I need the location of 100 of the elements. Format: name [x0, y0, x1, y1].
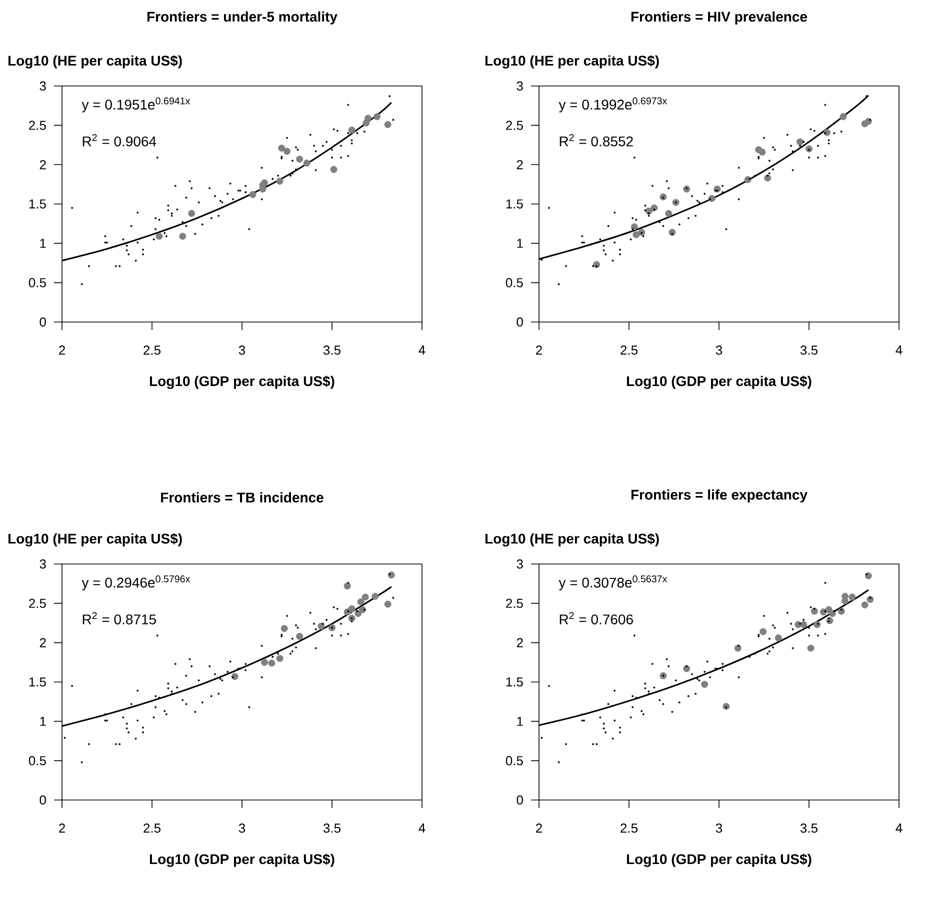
y-tick-label: 0.5: [28, 278, 46, 288]
annotation: y = 0.2946e$^{0.5796x}$: [82, 575, 190, 590]
chart-title: Frontiers = life expectancy: [631, 489, 808, 502]
x-tick-label: 2: [59, 346, 65, 355]
point: [261, 179, 268, 186]
point: [374, 113, 380, 120]
point: [848, 594, 856, 601]
point: [268, 660, 276, 667]
y-axis-title: Log10 (HE per capita US$): [8, 533, 182, 546]
y-tick-label: 1: [517, 238, 523, 248]
y-axis-title: Log10 (HE per capita US$): [485, 533, 659, 546]
point: [796, 138, 804, 146]
x-tick-label: 2.5: [620, 824, 638, 833]
y-axis-title: Log10 (HE per capita US$): [8, 55, 182, 68]
point: [348, 605, 356, 612]
point: [807, 644, 814, 652]
y-tick-label: 3: [516, 81, 523, 91]
y-tick-label: 1: [40, 716, 46, 726]
x-axis-title: Log10 (GDP per capita US$): [150, 376, 334, 389]
annotation: R$^{2}$ = 0.8715: [82, 612, 156, 624]
y-tick-label: 1.5: [29, 677, 46, 687]
point: [276, 654, 284, 662]
point: [280, 625, 288, 632]
y-tick-label: 1.5: [506, 677, 523, 687]
y-tick-label: 2.5: [29, 598, 46, 608]
x-tick-label: 3.5: [323, 824, 340, 833]
chart-title: Frontiers = under-5 mortality: [147, 11, 338, 24]
x-axis-title: Log10 (GDP per capita US$): [626, 854, 812, 867]
y-tick-label: 1.5: [506, 199, 523, 209]
point: [630, 223, 638, 230]
point: [774, 634, 782, 642]
y-tick-label: 2: [40, 160, 46, 170]
point: [701, 680, 708, 688]
point: [764, 174, 772, 182]
y-tick-label: 2: [516, 638, 523, 648]
point: [179, 232, 186, 240]
x-tick-label: 3: [238, 824, 246, 833]
point: [864, 572, 872, 580]
chart-title: Frontiers = HIV prevalence: [631, 11, 808, 24]
point: [357, 598, 364, 606]
y-tick-label: 3: [40, 81, 46, 91]
y-tick-label: 2: [516, 160, 523, 170]
annotation: y = 0.3078e$^{0.5637x}$: [558, 575, 668, 590]
point: [188, 210, 196, 217]
x-tick-label: 2: [536, 824, 542, 833]
annotation: R$^{2}$ = 0.8552: [560, 134, 633, 146]
point: [303, 160, 310, 167]
y-tick-label: 0: [516, 317, 523, 327]
point: [861, 601, 868, 608]
point: [284, 148, 290, 155]
point: [632, 231, 640, 238]
x-tick-label: 3: [716, 824, 722, 833]
annotation: y = 0.1951e$^{0.6941x}$: [82, 97, 190, 112]
point: [384, 121, 392, 128]
point: [296, 156, 304, 163]
point: [348, 126, 356, 134]
point: [828, 610, 836, 618]
point: [665, 210, 672, 217]
point: [760, 628, 767, 636]
x-tick-label: 3: [238, 346, 246, 355]
y-tick-label: 1: [517, 716, 523, 726]
point: [330, 166, 338, 173]
x-tick-label: 2.5: [620, 346, 638, 355]
y-tick-label: 2.5: [506, 120, 523, 130]
x-tick-label: 3.5: [800, 824, 818, 833]
point: [278, 144, 286, 152]
annotation: y = 0.1992e$^{0.6973x}$: [558, 97, 668, 112]
y-tick-label: 2: [40, 638, 46, 648]
point: [364, 114, 372, 122]
y-tick-label: 1: [40, 238, 46, 248]
x-axis-title: Log10 (GDP per capita US$): [150, 854, 334, 867]
point: [261, 658, 268, 666]
x-tick-label: 2: [536, 346, 542, 355]
point: [276, 178, 284, 185]
x-tick-label: 4: [896, 824, 902, 832]
y-axis-title: Log10 (HE per capita US$): [485, 55, 659, 68]
point: [156, 232, 163, 240]
y-tick-label: 0.5: [506, 756, 523, 766]
x-tick-label: 4: [418, 824, 426, 832]
y-tick-label: 1.5: [29, 199, 46, 209]
point: [296, 632, 304, 640]
annotation: R$^{2}$ = 0.7606: [560, 612, 633, 624]
y-tick-label: 3: [40, 559, 46, 569]
y-tick-label: 3: [516, 559, 523, 569]
point: [758, 148, 766, 156]
annotation: R$^{2}$ = 0.9064: [82, 134, 156, 146]
x-tick-label: 3: [716, 346, 722, 355]
y-tick-label: 2.5: [506, 598, 523, 608]
chart-title: Frontiers = TB incidence: [161, 492, 324, 502]
point: [372, 592, 379, 600]
x-tick-label: 3.5: [323, 346, 340, 355]
y-tick-label: 0: [40, 317, 46, 327]
point: [362, 594, 369, 601]
point: [249, 191, 256, 198]
y-tick-label: 0.5: [506, 278, 523, 288]
x-tick-label: 2.5: [144, 824, 160, 833]
y-tick-label: 0.5: [28, 756, 46, 766]
point: [800, 621, 808, 628]
y-tick-label: 0: [516, 795, 523, 805]
point: [344, 582, 351, 590]
